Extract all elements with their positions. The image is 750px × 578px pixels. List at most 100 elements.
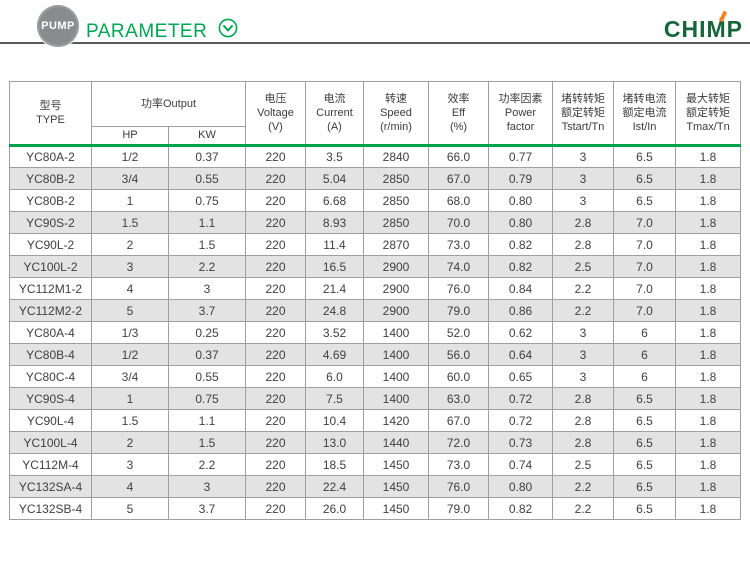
cell-tmax_tn: 1.8 xyxy=(675,497,741,520)
cell-type: YC80C-4 xyxy=(9,365,92,388)
cell-speed: 1400 xyxy=(363,343,429,366)
cell-ist_in: 7.0 xyxy=(613,211,676,234)
cell-ist_in: 6.5 xyxy=(613,497,676,520)
cell-current: 26.0 xyxy=(305,497,364,520)
cell-ist_in: 6.5 xyxy=(613,409,676,432)
cell-hp: 1.5 xyxy=(91,211,169,234)
cell-type: YC90L-4 xyxy=(9,409,92,432)
table-row: YC80B-2 3/4 0.55 220 5.04 2850 67.0 0.79 3 6.5 1.8 xyxy=(9,167,741,190)
cell-tstart_tn: 3 xyxy=(552,365,614,388)
cell-eff: 60.0 xyxy=(428,365,489,388)
col-header-eff-zh: 效率 xyxy=(447,92,470,105)
col-header-current-en: Current xyxy=(316,106,353,119)
col-header-type-en: TYPE xyxy=(36,114,65,126)
col-header-eff-en: Eff xyxy=(451,106,466,119)
chevron-down-circle-icon[interactable] xyxy=(218,18,238,38)
cell-tstart_tn: 2.2 xyxy=(552,277,614,300)
col-header-kw: KW xyxy=(168,126,246,146)
cell-power_factor: 0.65 xyxy=(488,365,553,388)
cell-eff: 56.0 xyxy=(428,343,489,366)
cell-voltage: 220 xyxy=(245,497,306,520)
col-header-current: 电流 Current (A) xyxy=(305,81,364,146)
cell-type: YC100L-4 xyxy=(9,431,92,454)
cell-speed: 2900 xyxy=(363,299,429,322)
brand-logo-part3: P xyxy=(726,16,743,42)
table-row: YC80A-4 1/3 0.25 220 3.52 1400 52.0 0.62 3 6 1.8 xyxy=(9,321,741,344)
cell-speed: 1450 xyxy=(363,497,429,520)
cell-ist_in: 6 xyxy=(613,321,676,344)
cell-speed: 1400 xyxy=(363,321,429,344)
table-header: 型号 TYPE 功率Output 电压 Voltage (V) 电流 Curre… xyxy=(9,81,741,146)
col-header-speed-zh: 转速 xyxy=(385,92,407,105)
cell-kw: 0.55 xyxy=(168,167,246,190)
cell-speed: 2900 xyxy=(363,277,429,300)
table-row: YC112M2-2 5 3.7 220 24.8 2900 79.0 0.86 2.2 7.0 1.… xyxy=(9,299,741,322)
cell-type: YC80B-2 xyxy=(9,167,92,190)
cell-tstart_tn: 2.8 xyxy=(552,211,614,234)
cell-kw: 0.25 xyxy=(168,321,246,344)
cell-ist_in: 7.0 xyxy=(613,277,676,300)
cell-tmax_tn: 1.8 xyxy=(675,453,741,476)
cell-voltage: 220 xyxy=(245,299,306,322)
brand-logo-m: M xyxy=(706,10,727,43)
cell-ist_in: 6 xyxy=(613,365,676,388)
cell-current: 16.5 xyxy=(305,255,364,278)
cell-hp: 1/2 xyxy=(91,343,169,366)
cell-hp: 5 xyxy=(91,299,169,322)
cell-power_factor: 0.80 xyxy=(488,189,553,212)
cell-kw: 2.2 xyxy=(168,255,246,278)
cell-tmax_tn: 1.8 xyxy=(675,144,741,168)
cell-eff: 67.0 xyxy=(428,167,489,190)
cell-ist_in: 6 xyxy=(613,343,676,366)
cell-tmax_tn: 1.8 xyxy=(675,189,741,212)
page-header: PUMP PARAMETER CHIM P xyxy=(0,0,750,81)
cell-tstart_tn: 2.8 xyxy=(552,233,614,256)
col-header-speed: 转速 Speed (r/min) xyxy=(363,81,429,146)
cell-hp: 5 xyxy=(91,497,169,520)
cell-current: 6.68 xyxy=(305,189,364,212)
cell-current: 3.52 xyxy=(305,321,364,344)
cell-ist_in: 6.5 xyxy=(613,475,676,498)
col-header-ist-en: Ist/In xyxy=(632,121,657,134)
col-header-eff-unit: (%) xyxy=(449,121,468,134)
cell-ist_in: 7.0 xyxy=(613,255,676,278)
cell-tstart_tn: 3 xyxy=(552,167,614,190)
table-row: YC80B-2 1 0.75 220 6.68 2850 68.0 0.80 3 6.5 1.8 xyxy=(9,189,741,212)
cell-power_factor: 0.64 xyxy=(488,343,553,366)
cell-kw: 3.7 xyxy=(168,497,246,520)
cell-power_factor: 0.82 xyxy=(488,255,553,278)
cell-voltage: 220 xyxy=(245,144,306,168)
cell-tstart_tn: 2.8 xyxy=(552,387,614,410)
cell-type: YC132SA-4 xyxy=(9,475,92,498)
cell-ist_in: 6.5 xyxy=(613,387,676,410)
cell-type: YC90L-2 xyxy=(9,233,92,256)
cell-type: YC112M-4 xyxy=(9,453,92,476)
cell-tmax_tn: 1.8 xyxy=(675,233,741,256)
cell-eff: 79.0 xyxy=(428,497,489,520)
cell-kw: 1.5 xyxy=(168,431,246,454)
table-row: YC80C-4 3/4 0.55 220 6.0 1400 60.0 0.65 3 6 1.8 xyxy=(9,365,741,388)
cell-ist_in: 6.5 xyxy=(613,453,676,476)
cell-tstart_tn: 3 xyxy=(552,343,614,366)
cell-type: YC90S-4 xyxy=(9,387,92,410)
cell-voltage: 220 xyxy=(245,255,306,278)
section-title: PARAMETER xyxy=(86,21,208,42)
cell-voltage: 220 xyxy=(245,431,306,454)
cell-kw: 1.1 xyxy=(168,211,246,234)
cell-tstart_tn: 2.8 xyxy=(552,431,614,454)
cell-power_factor: 0.80 xyxy=(488,211,553,234)
cell-voltage: 220 xyxy=(245,365,306,388)
cell-eff: 67.0 xyxy=(428,409,489,432)
cell-eff: 66.0 xyxy=(428,144,489,168)
col-header-current-unit: (A) xyxy=(327,121,342,134)
col-header-voltage: 电压 Voltage (V) xyxy=(245,81,306,146)
cell-tmax_tn: 1.8 xyxy=(675,365,741,388)
cell-tstart_tn: 2.2 xyxy=(552,475,614,498)
cell-power_factor: 0.72 xyxy=(488,409,553,432)
cell-tstart_tn: 2.8 xyxy=(552,409,614,432)
cell-power_factor: 0.82 xyxy=(488,497,553,520)
cell-tstart_tn: 2.2 xyxy=(552,497,614,520)
table-row: YC112M1-2 4 3 220 21.4 2900 76.0 0.84 2.2 7.0 1.8 xyxy=(9,277,741,300)
cell-voltage: 220 xyxy=(245,453,306,476)
cell-current: 5.04 xyxy=(305,167,364,190)
